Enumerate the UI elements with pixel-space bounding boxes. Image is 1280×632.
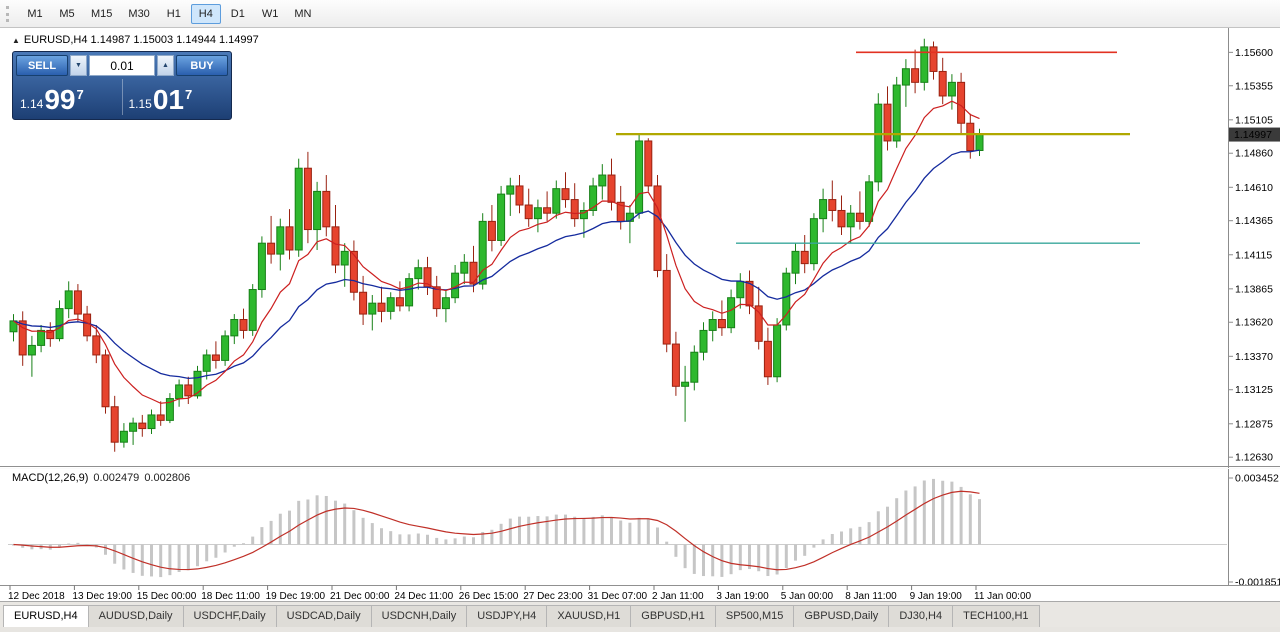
- time-axis-label: 31 Dec 07:00: [588, 591, 648, 601]
- time-axis-label: 13 Dec 19:00: [72, 591, 132, 601]
- time-axis-label: 11 Jan 00:00: [974, 591, 1032, 601]
- price-axis-label: 1.14115: [1235, 249, 1272, 261]
- chart-tab-sp500-m15[interactable]: SP500,M15: [714, 605, 795, 627]
- chart-tab-dj30-h4[interactable]: DJ30,H4: [888, 605, 954, 627]
- price-axis[interactable]: 1.15600 1.15355 1.15105 1.14860 1.14610 1.143…: [1228, 28, 1280, 585]
- macd-indicator-label: MACD(12,26,9) 0.002479 0.002806: [12, 472, 190, 484]
- time-axis-label: 27 Dec 23:00: [523, 591, 583, 601]
- time-axis-label: 15 Dec 00:00: [137, 591, 197, 601]
- macd-signal-value: 0.002806: [144, 472, 191, 484]
- bid-prefix: 1.14: [20, 97, 44, 111]
- one-click-toggle-icon[interactable]: ▲: [12, 36, 20, 45]
- macd-scale-label: 0.003452: [1235, 473, 1279, 485]
- chart-tab-gbpusd-h1[interactable]: GBPUSD,H1: [630, 605, 716, 627]
- chart-tab-gbpusd-daily[interactable]: GBPUSD,Daily: [793, 605, 890, 627]
- price-axis-label: 1.12875: [1235, 418, 1273, 430]
- chart-tab-usdcnh-daily[interactable]: USDCNH,Daily: [370, 605, 468, 627]
- bid-pip-digit: 7: [76, 87, 84, 102]
- price-axis-label: 1.14365: [1235, 215, 1273, 227]
- price-axis-label: 1.14610: [1235, 182, 1273, 194]
- timeframe-button-d1[interactable]: D1: [230, 7, 245, 20]
- chart-tab-xauusd-h1[interactable]: XAUUSD,H1: [546, 605, 632, 627]
- price-divider: [121, 79, 123, 115]
- timeframe-button-h4[interactable]: H4: [190, 3, 221, 24]
- buy-price-button[interactable]: 1.15 01 7: [125, 78, 229, 116]
- toolbar-drag-handle[interactable]: [6, 5, 12, 22]
- bid-big-digits: 99: [44, 84, 76, 115]
- lot-decrease-button[interactable]: ▼: [70, 55, 87, 76]
- ma-slow-line: [13, 149, 980, 380]
- timeframe-button-mn[interactable]: MN: [294, 7, 312, 20]
- price-axis-label: 1.14860: [1235, 148, 1273, 160]
- price-axis-label: 1.13865: [1235, 283, 1273, 295]
- ask-prefix: 1.15: [128, 97, 152, 111]
- macd-signal-line: [13, 490, 980, 571]
- chart-canvas[interactable]: 1.156001.153551.151051.148601.146101.143…: [0, 28, 1280, 601]
- timeframe-button-h1[interactable]: H1: [166, 7, 181, 20]
- lot-increase-button[interactable]: ▲: [157, 55, 174, 76]
- macd-main-value: 0.002479: [93, 472, 140, 484]
- chart-tab-audusd-daily[interactable]: AUDUSD,Daily: [87, 605, 184, 627]
- timeframe-button-m1[interactable]: M1: [27, 7, 43, 20]
- time-axis-label: 19 Dec 19:00: [266, 591, 326, 601]
- timeframe-button-m15[interactable]: M15: [91, 7, 113, 20]
- time-axis-label: 2 Jan 11:00: [652, 591, 704, 601]
- price-axis-label: 1.13125: [1235, 384, 1273, 396]
- current-price-label: [1229, 127, 1280, 142]
- chart-tab-eurusd-h4[interactable]: EURUSD,H4: [3, 605, 89, 627]
- chart-tab-usdjpy-h4[interactable]: USDJPY,H4: [466, 605, 548, 627]
- time-axis-label: 21 Dec 00:00: [330, 591, 390, 601]
- price-axis-label: 1.13620: [1235, 317, 1273, 329]
- time-axis-label: 12 Dec 2018: [8, 591, 65, 601]
- macd-name: MACD(12,26,9): [12, 472, 89, 484]
- lot-size-input[interactable]: 0.01: [89, 55, 155, 76]
- chart-tab-usdchf-daily[interactable]: USDCHF,Daily: [182, 605, 277, 627]
- price-axis-label: 1.15600: [1235, 47, 1273, 59]
- ma-fast-line: [13, 100, 980, 404]
- price-axis-label: 1.13370: [1235, 351, 1273, 363]
- macd-scale-label: -0.001851: [1235, 577, 1280, 589]
- time-axis-label: 8 Jan 11:00: [845, 591, 897, 601]
- chart-tab-usdcad-daily[interactable]: USDCAD,Daily: [275, 605, 372, 627]
- chart-tabbar: EURUSD,H4 AUDUSD,Daily USDCHF,Daily USDCAD,…: [0, 601, 1280, 627]
- timeframe-button-m30[interactable]: M30: [128, 7, 150, 20]
- ask-big-digits: 01: [152, 84, 185, 115]
- ask-pip-digit: 7: [185, 87, 193, 102]
- buy-button[interactable]: BUY: [176, 55, 228, 76]
- chart-ohlc-header: ▲ EURUSD,H4 1.14987 1.15003 1.14944 1.149…: [12, 34, 259, 46]
- current-price-text: 1.14997: [1234, 129, 1272, 141]
- time-axis-label: 18 Dec 11:00: [201, 591, 260, 601]
- macd-histogram: [12, 478, 981, 578]
- ohlc-text: EURUSD,H4 1.14987 1.15003 1.14944 1.1499…: [23, 34, 259, 46]
- chart-window: 1.15600 1.15355 1.15105 1.14860 1.14610 1.143…: [0, 28, 1280, 601]
- timeframe-button-w1[interactable]: W1: [261, 7, 279, 20]
- sell-price-button[interactable]: 1.14 99 7: [16, 78, 120, 116]
- time-axis-label: 5 Jan 00:00: [781, 591, 834, 601]
- candlesticks: [9, 38, 984, 452]
- timeframe-toolbar: M1 M5 M15 M30 H1 H4 D1 W1 MN: [0, 0, 1280, 28]
- trade-panel-controls: SELL ▼ 0.01 ▲ BUY: [16, 55, 228, 76]
- time-axis-label: 26 Dec 15:00: [459, 591, 519, 601]
- price-axis-label: 1.15355: [1235, 80, 1273, 92]
- trade-panel-prices: 1.14 99 7 1.15 01 7: [16, 78, 228, 116]
- chart-tab-tech100-h1[interactable]: TECH100,H1: [952, 605, 1040, 627]
- time-axis-label: 3 Jan 19:00: [716, 591, 769, 601]
- macd-scale[interactable]: 0.003452 -0.001851: [1228, 473, 1280, 589]
- price-axis-label: 1.12630: [1235, 452, 1273, 464]
- time-axis[interactable]: 12 Dec 2018 13 Dec 19:00 15 Dec 00:00 18 De…: [8, 585, 1032, 602]
- timeframe-button-m5[interactable]: M5: [59, 7, 75, 20]
- time-axis-label: 9 Jan 19:00: [910, 591, 963, 601]
- sell-button[interactable]: SELL: [16, 55, 68, 76]
- one-click-trading-panel: SELL ▼ 0.01 ▲ BUY 1.14 99 7 1.15 01 7: [12, 51, 232, 120]
- price-axis-label: 1.15105: [1235, 114, 1273, 126]
- time-axis-label: 24 Dec 11:00: [394, 591, 453, 601]
